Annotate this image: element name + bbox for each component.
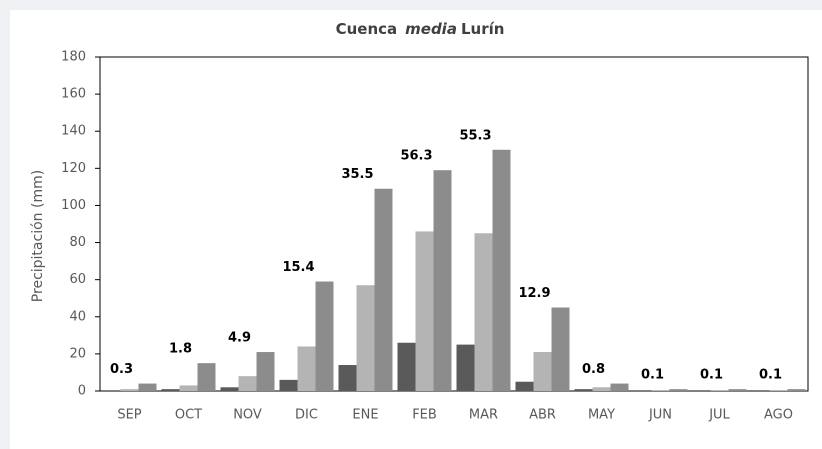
y-tick-label: 100 (61, 198, 86, 213)
bar (492, 149, 511, 391)
annotation: 4.9 (228, 331, 251, 346)
bar (179, 385, 198, 391)
bar (397, 342, 416, 391)
x-tick-label: ABR (529, 408, 556, 423)
x-tick-label: SEP (117, 408, 141, 423)
x-tick-label: FEB (412, 408, 437, 423)
x-tick-label: JUN (648, 408, 672, 423)
y-tick-label: 120 (61, 161, 86, 176)
annotation: 0.1 (759, 368, 782, 383)
bar (415, 231, 434, 391)
y-tick-label: 60 (69, 272, 86, 287)
bar (138, 383, 157, 391)
bar (610, 383, 629, 391)
x-tick-label: AGO (764, 408, 793, 423)
bar (220, 387, 239, 391)
bar (161, 389, 180, 391)
annotation: 1.8 (169, 342, 192, 357)
bar (374, 188, 393, 391)
annotation: 0.3 (110, 362, 133, 377)
plot-frame (99, 56, 809, 392)
bar (338, 365, 357, 391)
bar (574, 389, 593, 391)
bar (651, 390, 670, 391)
bar (592, 387, 611, 391)
x-tick-label: ENE (352, 408, 378, 423)
x-tick-label: MAR (469, 408, 498, 423)
x-tick-label: MAY (588, 408, 615, 423)
y-tick-label: 0 (78, 384, 86, 399)
bar (669, 389, 688, 391)
x-tick-label: OCT (175, 408, 202, 423)
y-tick-label: 140 (61, 124, 86, 139)
y-axis-label: Precipitación (mm) (30, 170, 46, 302)
bar (356, 285, 375, 391)
y-tick-label: 20 (69, 346, 86, 361)
bar (474, 233, 493, 391)
annotation: 15.4 (282, 260, 314, 275)
chart-title: Cuenca media Lurín (336, 20, 505, 38)
y-tick-label: 40 (69, 309, 86, 324)
x-tick-label: DIC (295, 408, 318, 423)
bar (315, 281, 334, 391)
bar (433, 170, 452, 391)
bar (456, 344, 475, 391)
bar (551, 307, 570, 391)
bar (787, 389, 806, 391)
x-tick-label: NOV (233, 408, 262, 423)
bar (769, 390, 788, 391)
annotation: 55.3 (459, 128, 491, 143)
title-suffix: Lurín (461, 20, 504, 38)
annotation: 12.9 (518, 286, 550, 301)
bar (297, 346, 316, 391)
title-emphasis: media (405, 20, 457, 38)
bar (120, 389, 139, 391)
bar (279, 379, 298, 391)
bar (515, 381, 534, 391)
annotation: 56.3 (400, 149, 432, 164)
bar (256, 352, 275, 391)
bar (710, 390, 729, 391)
bar (238, 376, 257, 391)
annotation: 0.8 (582, 362, 605, 377)
x-tick-label: JUL (708, 408, 730, 423)
y-tick-label: 180 (61, 50, 86, 65)
y-tick-label: 160 (61, 87, 86, 102)
annotation: 0.1 (700, 368, 723, 383)
title-prefix: Cuenca (336, 20, 398, 38)
annotation: 35.5 (341, 167, 373, 182)
bar (533, 352, 552, 391)
annotation: 0.1 (641, 368, 664, 383)
bar (197, 363, 216, 391)
y-tick-label: 80 (69, 235, 86, 250)
bar (728, 389, 747, 391)
